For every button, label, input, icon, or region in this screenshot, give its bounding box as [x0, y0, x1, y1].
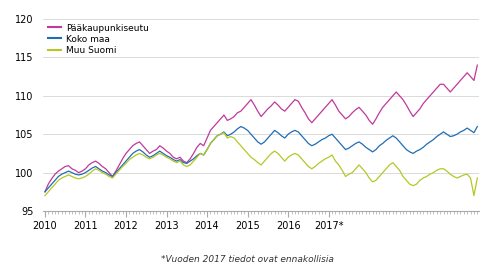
Koko maa — [160, 152, 166, 155]
Koko maa — [386, 136, 392, 140]
Koko maa — [474, 125, 480, 128]
Pääkaupunkiseutu — [299, 106, 305, 109]
Muu Suomi — [42, 194, 48, 197]
Muu Suomi — [474, 176, 480, 180]
Line: Muu Suomi: Muu Suomi — [45, 133, 477, 196]
Legend: Pääkaupunkiseutu, Koko maa, Muu Suomi: Pääkaupunkiseutu, Koko maa, Muu Suomi — [46, 22, 151, 57]
Muu Suomi — [62, 175, 68, 178]
Pääkaupunkiseutu — [383, 102, 389, 105]
Pääkaupunkiseutu — [474, 64, 480, 67]
Muu Suomi — [302, 161, 308, 164]
Line: Pääkaupunkiseutu: Pääkaupunkiseutu — [45, 65, 477, 192]
Muu Suomi — [160, 153, 166, 157]
Muu Suomi — [386, 163, 392, 166]
Line: Koko maa: Koko maa — [45, 127, 477, 192]
Text: *Vuoden 2017 tiedot ovat ennakollisia: *Vuoden 2017 tiedot ovat ennakollisia — [161, 255, 333, 264]
Pääkaupunkiseutu — [268, 104, 274, 107]
Muu Suomi — [424, 175, 430, 178]
Muu Suomi — [221, 131, 227, 134]
Muu Suomi — [272, 149, 278, 153]
Koko maa — [238, 125, 244, 128]
Pääkaupunkiseutu — [42, 190, 48, 193]
Koko maa — [424, 143, 430, 146]
Pääkaupunkiseutu — [420, 102, 426, 105]
Koko maa — [62, 171, 68, 174]
Koko maa — [302, 138, 308, 141]
Koko maa — [272, 129, 278, 132]
Pääkaupunkiseutu — [62, 165, 68, 168]
Pääkaupunkiseutu — [160, 147, 166, 150]
Koko maa — [42, 190, 48, 193]
